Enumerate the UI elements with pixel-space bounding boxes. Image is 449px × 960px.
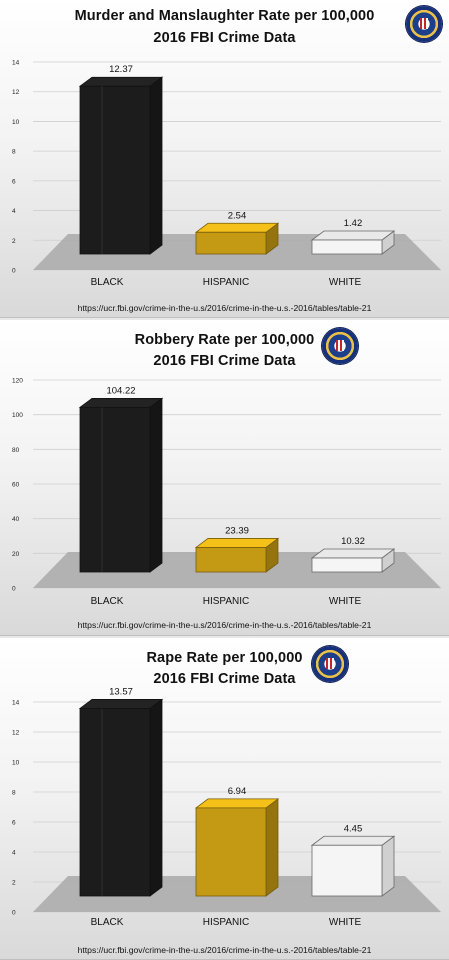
chart-subtitle: 2016 FBI Crime Data [153,353,296,369]
bar-top [78,397,164,408]
bar-white [310,835,396,897]
x-tick-label: BLACK [91,917,124,928]
source-note: https://ucr.fbi.gov/crime-in-the-u.s/201… [77,303,372,313]
chart-subtitle: 2016 FBI Crime Data [153,30,296,46]
bar-top [310,835,396,846]
bar-top [194,798,280,809]
data-label: 23.39 [225,525,249,536]
bar-side [265,798,279,897]
y-tick-label: 40 [12,516,20,523]
bar-hispanic [194,537,280,573]
y-tick-label: 8 [12,149,16,156]
bar-white [310,548,396,573]
y-tick-label: 14 [12,700,20,707]
y-tick-label: 80 [12,447,20,454]
data-label: 10.32 [341,536,365,547]
y-tick-label: 60 [12,482,20,489]
fbi-seal-icon [322,328,358,364]
x-tick-label: HISPANIC [203,596,250,607]
chart-panel: Rape Rate per 100,000 2016 FBI Crime Data… [0,638,449,960]
x-tick-label: HISPANIC [203,917,250,928]
data-label: 1.42 [344,218,363,229]
bar-white [310,230,396,255]
x-tick-label: WHITE [329,596,362,607]
data-label: 4.45 [344,823,363,834]
bar-front [79,708,151,897]
y-tick-label: 2 [12,238,16,245]
chart-panel: Robbery Rate per 100,000 2016 FBI Crime D… [0,320,449,636]
source-note: https://ucr.fbi.gov/crime-in-the-u.s/201… [77,945,372,955]
chart-title: Murder and Manslaughter Rate per 100,000 [74,8,375,24]
bar-front [311,557,383,573]
y-tick-label: 12 [12,730,20,737]
chart-title: Robbery Rate per 100,000 [134,332,315,348]
chart-title: Rape Rate per 100,000 [146,650,303,666]
chart-plot: 0 2 4 6 8 10 12 14 13.57 BLACK 6.94 HISPANIC 4.45 WHI… [12,686,441,928]
bar-top [78,76,164,87]
y-tick-label: 2 [12,880,16,887]
bar-side [149,76,163,255]
bar-top [194,538,280,548]
bar-top [78,699,164,709]
y-tick-label: 0 [12,268,16,275]
bar-front [311,844,383,897]
bar-front [195,547,267,573]
y-tick-label: 12 [12,89,20,96]
chart-plot: 0 2 4 6 8 10 12 14 12.37 BLACK 2.54 HISPANIC 1.42 WHI… [12,60,441,288]
bar-front [79,406,151,573]
bar-black [78,76,164,255]
y-tick-label: 4 [12,208,16,215]
chart-plot: 0 20 40 60 80 100 120 104.22 BLACK 23.39 HISPANIC 1… [12,378,441,607]
x-tick-label: BLACK [91,277,124,288]
bar-front [195,807,267,897]
fbi-seal-icon [406,6,442,42]
chart-panel: Murder and Manslaughter Rate per 100,000… [0,0,449,318]
data-label: 104.22 [106,385,135,396]
y-tick-label: 20 [12,551,20,558]
y-tick-label: 10 [12,119,20,126]
y-tick-label: 0 [12,586,16,593]
y-tick-label: 0 [12,910,16,917]
bar-top [194,222,280,233]
chart-subtitle: 2016 FBI Crime Data [153,671,296,687]
data-label: 6.94 [228,786,247,797]
bar-top [310,230,396,241]
y-tick-label: 4 [12,850,16,857]
y-tick-label: 120 [12,378,23,385]
data-label: 12.37 [109,64,133,75]
bar-black [78,397,164,573]
bar-top [310,548,396,559]
bar-side [149,397,163,573]
bar-side [381,835,395,897]
bar-front [195,231,267,255]
bar-hispanic [194,798,280,897]
fbi-seal-icon [312,646,348,682]
y-tick-label: 8 [12,790,16,797]
bar-front [79,85,151,255]
x-tick-label: BLACK [91,596,124,607]
source-note: https://ucr.fbi.gov/crime-in-the-u.s/201… [77,620,372,630]
bar-black [78,698,164,897]
y-tick-label: 6 [12,178,16,185]
bar-side [149,698,163,897]
y-tick-label: 14 [12,60,20,67]
y-tick-label: 6 [12,820,16,827]
data-label: 13.57 [109,686,133,697]
bar-front [311,239,383,255]
bar-hispanic [194,222,280,255]
y-tick-label: 10 [12,760,20,767]
data-label: 2.54 [228,210,247,221]
x-tick-label: WHITE [329,277,362,288]
x-tick-label: WHITE [329,917,362,928]
x-tick-label: HISPANIC [203,277,250,288]
y-tick-label: 100 [12,412,23,419]
